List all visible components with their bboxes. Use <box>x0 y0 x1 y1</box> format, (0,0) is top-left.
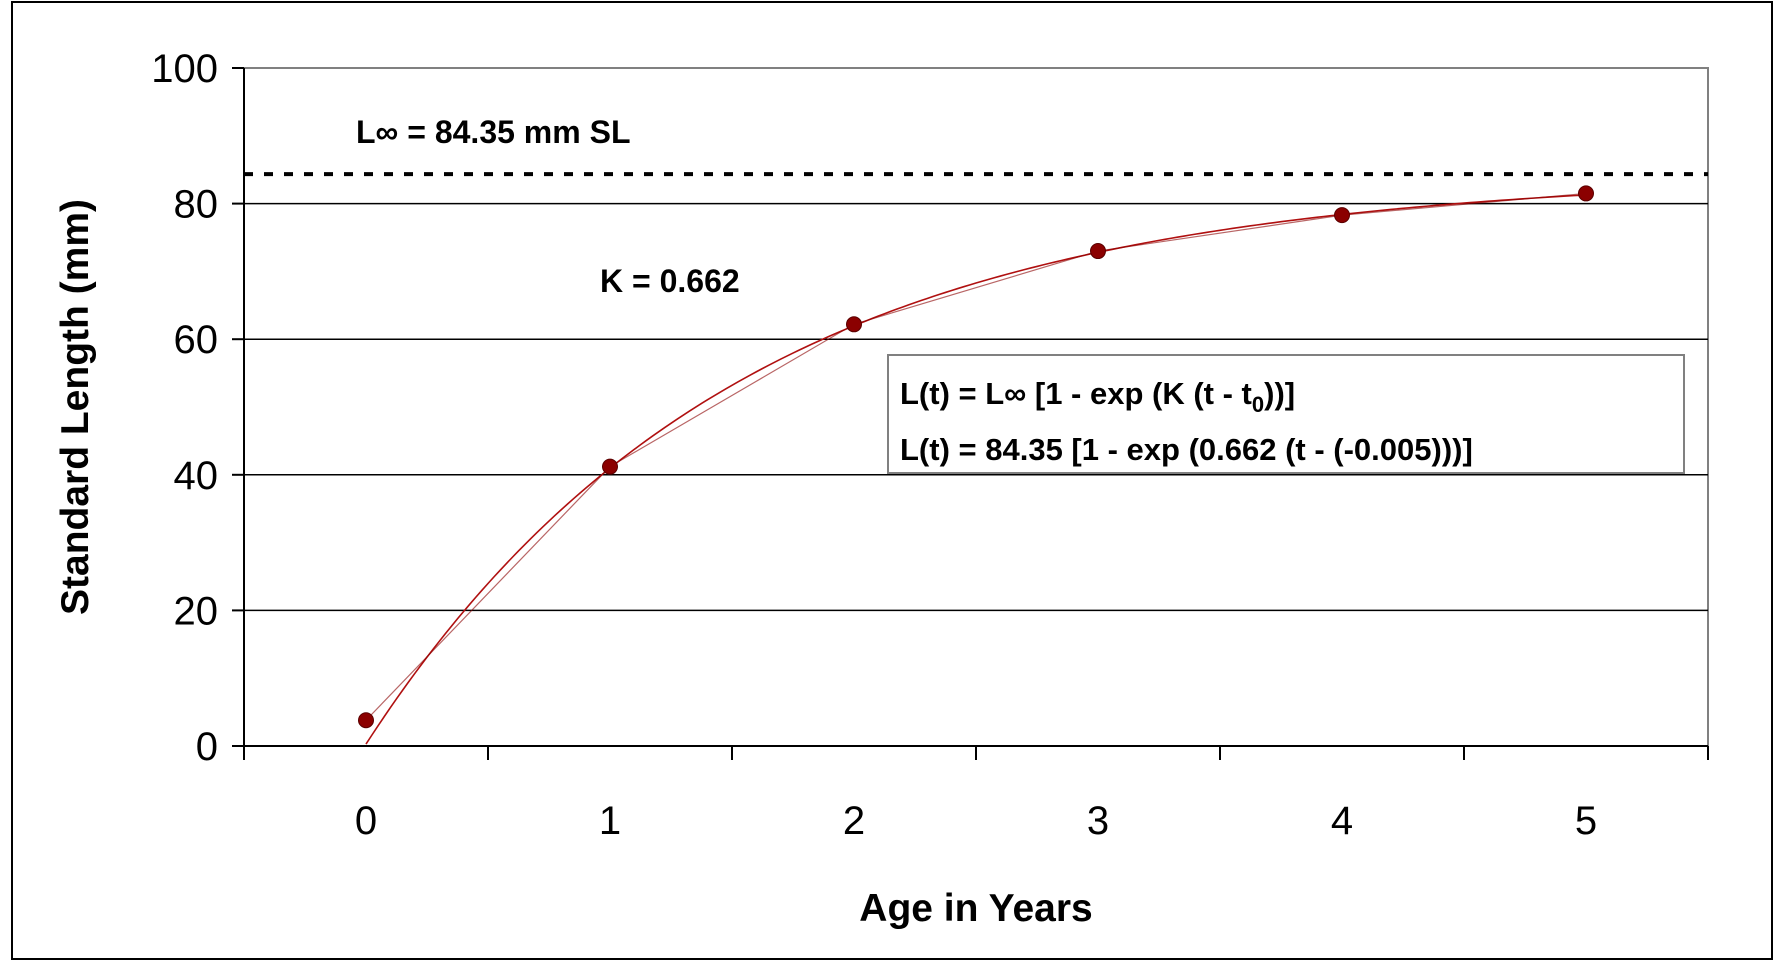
equation-box: L(t) = L∞ [1 - exp (K (t - t0))] L(t) = … <box>887 354 1685 474</box>
equation-general-suffix: ))] <box>1264 376 1295 411</box>
x-axis-title: Age in Years <box>859 887 1092 930</box>
x-tick-label: 4 <box>1331 799 1353 843</box>
equation-box-border <box>887 354 1685 474</box>
y-axis-title: Standard Length (mm) <box>54 199 97 615</box>
data-point <box>846 316 862 333</box>
data-point <box>1578 185 1594 202</box>
x-tick-label: 2 <box>843 799 865 843</box>
data-point <box>1334 207 1350 224</box>
y-tick-label: 0 <box>196 725 218 769</box>
axes <box>232 67 1709 760</box>
x-tick-labels: 0 1 2 3 4 5 <box>355 799 1597 843</box>
equation-fitted: L(t) = 84.35 [1 - exp (0.662 (t - (-0.00… <box>900 432 1473 467</box>
x-tick-label: 5 <box>1575 799 1597 843</box>
x-tick-label: 1 <box>599 799 621 843</box>
data-point <box>358 712 374 729</box>
data-points <box>358 185 1594 729</box>
y-tick-label: 100 <box>151 47 218 91</box>
linf-label: L∞ = 84.35 mm SL <box>356 114 630 150</box>
equation-general: L(t) = L∞ [1 - exp (K (t - t0))] <box>900 376 1295 417</box>
y-tick-labels: 0 20 40 60 80 100 <box>151 47 218 769</box>
k-label: K = 0.662 <box>600 263 740 299</box>
series-line <box>365 192 1587 721</box>
data-point <box>602 458 618 475</box>
y-tick-label: 60 <box>174 318 219 362</box>
y-tick-label: 20 <box>174 589 219 633</box>
equation-general-subscript: 0 <box>1252 392 1264 417</box>
chart-frame <box>11 1 1773 960</box>
y-tick-label: 80 <box>174 183 219 227</box>
fitted-curve-line <box>365 194 1587 745</box>
x-tick-label: 0 <box>355 799 377 843</box>
equation-general-prefix: L(t) = L∞ [1 - exp (K (t - t <box>900 376 1252 411</box>
y-tick-label: 40 <box>174 454 219 498</box>
data-point <box>1090 243 1106 260</box>
x-tick-label: 3 <box>1087 799 1109 843</box>
fitted-curve <box>365 194 1587 745</box>
